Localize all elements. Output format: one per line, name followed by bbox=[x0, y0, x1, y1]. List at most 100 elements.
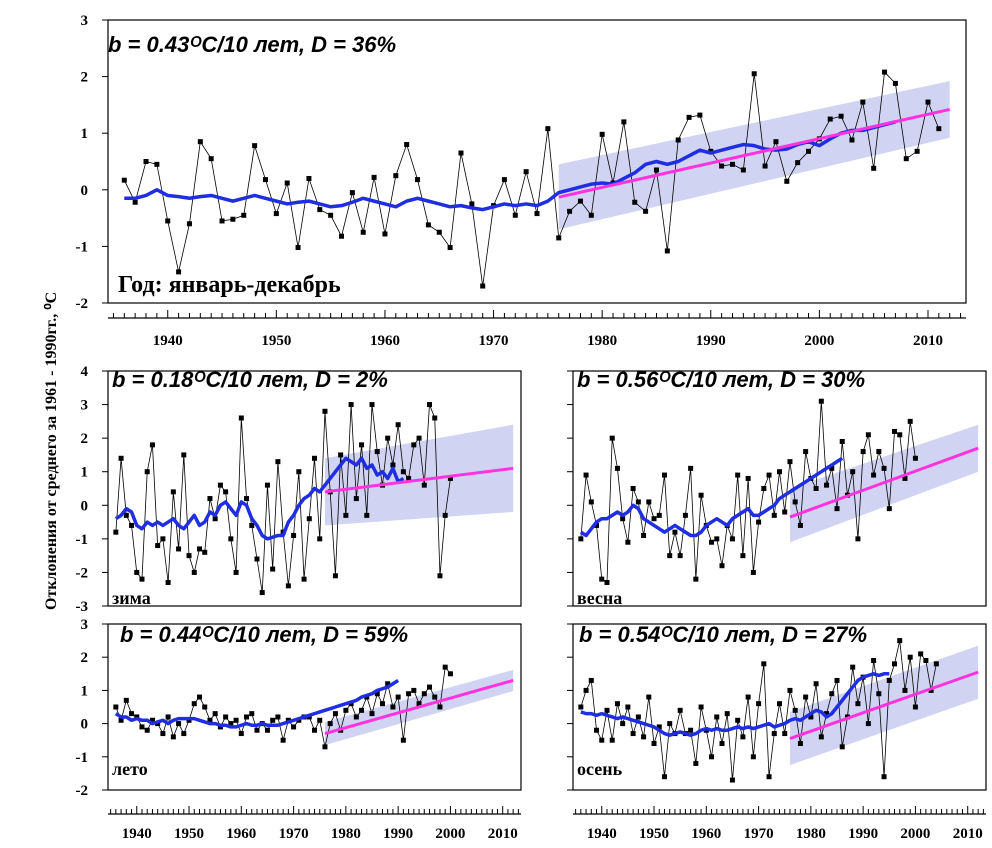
anomaly-point bbox=[594, 522, 600, 528]
anomaly-point bbox=[186, 553, 192, 559]
anomaly-point bbox=[285, 583, 291, 589]
anomaly-point bbox=[850, 664, 856, 670]
anomaly-point bbox=[176, 546, 182, 552]
anomaly-point bbox=[343, 707, 349, 713]
anomaly-point bbox=[390, 462, 396, 468]
anomaly-point bbox=[714, 536, 720, 542]
anomaly-point bbox=[359, 707, 365, 713]
anomaly-point bbox=[599, 131, 605, 137]
anomaly-point bbox=[672, 529, 678, 535]
anomaly-point bbox=[208, 156, 214, 162]
anomaly-point bbox=[604, 580, 610, 585]
anomaly-point bbox=[165, 218, 171, 224]
plot-frame bbox=[572, 623, 987, 791]
anomaly-point bbox=[295, 245, 301, 251]
anomaly-point bbox=[871, 165, 877, 171]
anomaly-point bbox=[233, 569, 239, 575]
anomaly-point bbox=[839, 439, 845, 444]
anomaly-point bbox=[855, 701, 861, 707]
anomaly-point bbox=[223, 714, 229, 720]
anomaly-point bbox=[291, 724, 297, 730]
anomaly-point bbox=[374, 449, 380, 455]
x-tick-label: 2010 bbox=[953, 826, 983, 842]
period-label: осень bbox=[577, 759, 623, 779]
anomaly-point bbox=[667, 721, 673, 727]
anomaly-point bbox=[813, 486, 819, 491]
y-tick-label: 2 bbox=[81, 431, 89, 447]
confidence-band bbox=[558, 81, 950, 230]
anomaly-point bbox=[458, 150, 464, 156]
anomaly-point bbox=[641, 533, 647, 538]
anomaly-point bbox=[113, 529, 119, 535]
anomaly-point bbox=[897, 432, 903, 438]
anomaly-point bbox=[400, 737, 406, 743]
anomaly-point bbox=[656, 512, 662, 518]
anomaly-point bbox=[348, 402, 354, 408]
anomaly-point bbox=[264, 727, 270, 733]
anomaly-point bbox=[827, 116, 833, 122]
x-tick-label: 1950 bbox=[639, 826, 669, 842]
anomaly-point bbox=[259, 590, 265, 596]
anomaly-point bbox=[280, 737, 286, 743]
anomaly-point bbox=[411, 687, 417, 693]
anomaly-point bbox=[437, 573, 443, 579]
anomaly-point bbox=[797, 741, 803, 747]
anomaly-point bbox=[437, 704, 443, 710]
anomaly-point bbox=[252, 143, 258, 149]
anomaly-point bbox=[338, 452, 344, 458]
anomaly-point bbox=[936, 126, 942, 132]
anomaly-point bbox=[264, 482, 270, 488]
anomaly-point bbox=[123, 697, 129, 703]
anomaly-point bbox=[839, 744, 845, 750]
anomaly-point bbox=[270, 717, 276, 723]
panel-spring: b = 0.56ᴼC/10 лет, D = 30% весна bbox=[567, 367, 987, 608]
anomaly-point bbox=[661, 472, 667, 478]
x-tick-label: 2000 bbox=[804, 333, 834, 349]
anomaly-point bbox=[792, 707, 798, 713]
anomaly-point bbox=[212, 711, 218, 717]
panel-annual: -2 -1 0 1 2 3 1940 1950 1960 1970 1980 1990 2000 2010… bbox=[76, 13, 967, 349]
anomaly-point bbox=[118, 455, 124, 461]
anomaly-point bbox=[332, 573, 338, 579]
anomaly-point bbox=[134, 569, 140, 575]
anomaly-point bbox=[860, 449, 866, 455]
anomaly-point bbox=[349, 190, 355, 196]
anomaly-point bbox=[787, 687, 793, 693]
anomaly-point bbox=[588, 212, 594, 218]
anomaly-point bbox=[154, 161, 160, 167]
anomaly-point bbox=[886, 677, 892, 683]
y-tick-label: 1 bbox=[81, 465, 89, 481]
anomaly-point bbox=[882, 69, 888, 75]
y-tick-label: 0 bbox=[81, 183, 89, 199]
period-label: весна bbox=[577, 588, 622, 608]
anomaly-point bbox=[892, 428, 898, 434]
y-tick-label: -2 bbox=[76, 783, 89, 799]
anomaly-point bbox=[186, 221, 192, 227]
x-tick-label: 2010 bbox=[488, 826, 518, 842]
anomaly-point bbox=[322, 408, 328, 414]
anomaly-point bbox=[855, 536, 861, 542]
y-tick-label: -1 bbox=[76, 750, 89, 766]
anomaly-point bbox=[578, 704, 584, 710]
anomaly-point bbox=[766, 472, 772, 478]
anomaly-point bbox=[306, 175, 312, 181]
anomaly-point bbox=[766, 774, 772, 780]
anomaly-point bbox=[588, 499, 594, 505]
anomaly-point bbox=[630, 731, 636, 737]
anomaly-point bbox=[693, 760, 699, 766]
anomaly-point bbox=[369, 711, 375, 717]
x-tick-label: 1940 bbox=[153, 333, 183, 349]
anomaly-point bbox=[447, 475, 453, 481]
trend-line bbox=[558, 107, 951, 199]
anomaly-point bbox=[217, 482, 223, 488]
anomaly-point bbox=[609, 435, 615, 441]
y-tick-label: 3 bbox=[81, 13, 89, 29]
anomaly-point bbox=[317, 717, 323, 723]
anomaly-point bbox=[688, 727, 694, 733]
y-tick-label: 2 bbox=[81, 70, 89, 86]
anomaly-point bbox=[545, 126, 551, 132]
anomaly-point bbox=[291, 533, 297, 538]
anomaly-point bbox=[421, 482, 427, 488]
anomaly-point bbox=[191, 701, 197, 707]
confidence-band bbox=[324, 424, 514, 526]
